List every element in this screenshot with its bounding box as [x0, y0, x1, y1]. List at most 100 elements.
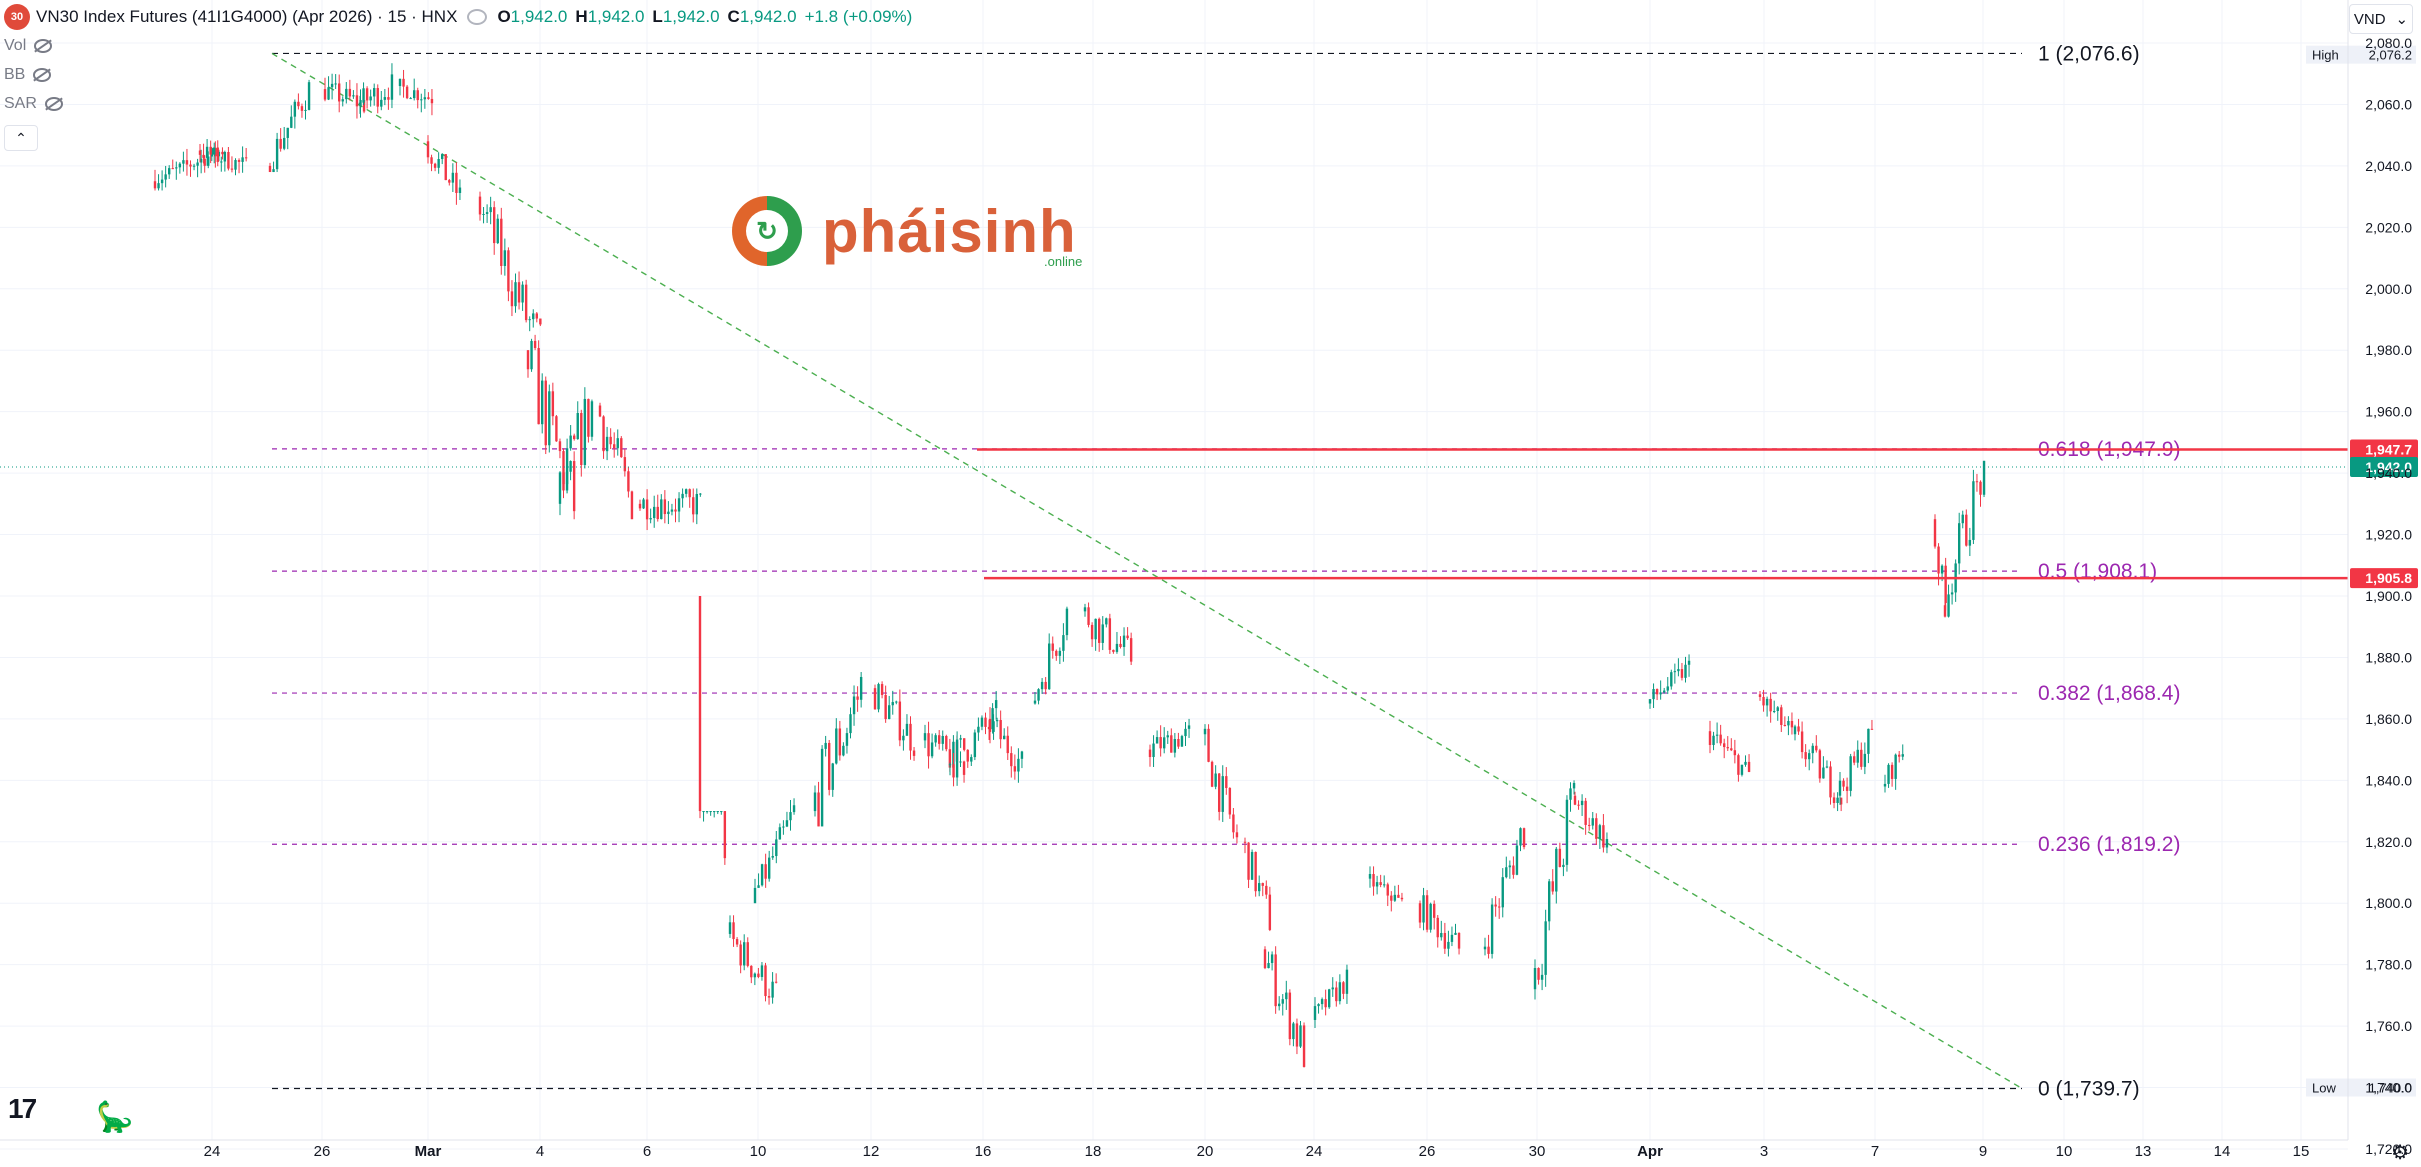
candle-body	[402, 78, 405, 87]
fibonacci-retracement[interactable]: 1 (2,076.6)0.618 (1,947.9)0.5 (1,908.1)0…	[272, 42, 2180, 1100]
candle-body	[785, 820, 789, 827]
candle-body	[178, 163, 182, 168]
indicator-sar[interactable]: SAR	[4, 95, 63, 113]
time-tick-label: 24	[204, 1143, 221, 1160]
time-tick-label: 13	[2135, 1143, 2152, 1160]
candle-body	[771, 856, 774, 858]
candle-body	[283, 137, 286, 149]
candle-body	[383, 97, 387, 100]
candle-body	[959, 738, 962, 740]
candle-body	[376, 88, 379, 107]
candle-body	[430, 157, 433, 164]
currency-selector[interactable]: VND ⌄	[2349, 4, 2413, 34]
phaisinh-logo: ↻ pháisinh .online	[732, 196, 1082, 269]
candle-body	[1845, 786, 1849, 791]
candle-body	[984, 717, 987, 727]
candle-body	[275, 138, 279, 170]
candle-body	[1562, 864, 1565, 867]
candle-body	[1551, 881, 1554, 892]
candle-body	[980, 717, 984, 727]
candle-body	[1105, 618, 1108, 625]
candle-body	[1055, 650, 1058, 656]
candle-body	[1375, 882, 1379, 887]
candle-body	[157, 183, 160, 189]
candle-body	[551, 391, 555, 417]
indicator-bb[interactable]: BB	[4, 66, 52, 84]
candle-body	[205, 146, 209, 158]
candle-body	[555, 416, 558, 442]
candle-body	[684, 489, 688, 494]
candle-body	[304, 109, 307, 111]
fib-level-label: 1 (2,076.6)	[2038, 42, 2140, 65]
candle-body	[767, 996, 771, 998]
candle-body	[1670, 672, 1673, 687]
candle-body	[828, 742, 831, 790]
settings-icon[interactable]: ⚙	[2391, 1142, 2409, 1164]
candle-body	[1163, 737, 1166, 749]
price-tick-label: 1,880.0	[2365, 649, 2412, 665]
candle-body	[1933, 519, 1937, 547]
candle-body	[877, 684, 880, 710]
price-tick-label: 1,980.0	[2365, 342, 2412, 358]
hidden-eye-icon[interactable]	[44, 97, 63, 111]
collapse-indicators-button[interactable]: ⌃	[4, 125, 38, 151]
candle-body	[1243, 841, 1247, 843]
candle-body	[1849, 756, 1852, 791]
price-axis[interactable]: 1,720.0 1,740.0 1,760.0 1,780.0 1,800.0 1,820…	[2347, 0, 2412, 1157]
candle-body	[1324, 999, 1327, 1008]
dinosaur-icon[interactable]: 🦕	[96, 1101, 134, 1134]
candle-body	[757, 973, 760, 977]
candle-body	[1013, 766, 1017, 772]
time-tick-label: Apr	[1637, 1143, 1663, 1160]
candle-body	[175, 167, 178, 169]
indicator-vol[interactable]: Vol	[4, 37, 53, 55]
high-marker-value: 2,076.2	[2369, 48, 2412, 63]
time-tick-label: 30	[1529, 1143, 1546, 1160]
time-tick-label: 14	[2214, 1143, 2231, 1160]
candle-body	[1425, 895, 1429, 930]
candle-body	[764, 965, 767, 997]
candle-body	[977, 726, 980, 733]
tradingview-logo-icon[interactable]: 17	[8, 1093, 37, 1124]
candle-body	[535, 313, 538, 319]
candle-body	[1317, 1004, 1320, 1007]
resistance-lines[interactable]: 1,947.7 1,905.8 1,942.0 High 2,076.2 Low 1,740…	[0, 45, 2418, 1097]
candle-body	[369, 96, 372, 101]
hidden-eye-icon[interactable]	[33, 68, 52, 82]
candle-body	[1090, 624, 1094, 640]
candle-body	[1838, 780, 1842, 796]
candle-body	[482, 213, 485, 215]
candle-body	[750, 965, 753, 978]
candle-body	[227, 151, 230, 169]
candle-body	[688, 489, 691, 498]
candle-body	[537, 348, 540, 425]
price-tick-label: 1,760.0	[2365, 1018, 2412, 1034]
symbol-title[interactable]: VN30 Index Futures (41I1G4000) (Apr 2026…	[36, 7, 458, 26]
downtrend-line[interactable]	[271, 52, 2023, 1090]
candle-body	[213, 147, 216, 155]
candle-body	[774, 981, 778, 983]
candle-body	[1062, 635, 1065, 651]
candle-body	[1573, 795, 1577, 805]
candle-body	[1490, 904, 1494, 954]
time-tick-label: 20	[1197, 1143, 1214, 1160]
candle-body	[1313, 1006, 1317, 1020]
symbol-badge[interactable]: 30	[4, 4, 30, 30]
candle-body	[1207, 728, 1210, 762]
candle-body	[221, 151, 224, 155]
candle-body	[905, 723, 909, 736]
candle-body	[565, 448, 569, 485]
candle-body	[1505, 867, 1508, 878]
hide-icon[interactable]	[467, 9, 488, 25]
candle-body	[1087, 607, 1090, 625]
hidden-eye-icon[interactable]	[34, 39, 53, 53]
candle-body	[1454, 932, 1457, 935]
time-axis[interactable]: 24 26 Mar 4 6 10 12 16 18 20 24 26 30 Apr 3 7 9 10 13 14 15	[0, 1139, 2348, 1160]
candle-body	[1598, 825, 1602, 839]
time-tick-label: 26	[1419, 1143, 1436, 1160]
candle-body	[705, 811, 709, 813]
candle-body	[1522, 828, 1526, 848]
candle-body	[713, 811, 716, 813]
candle-body	[1267, 963, 1270, 969]
